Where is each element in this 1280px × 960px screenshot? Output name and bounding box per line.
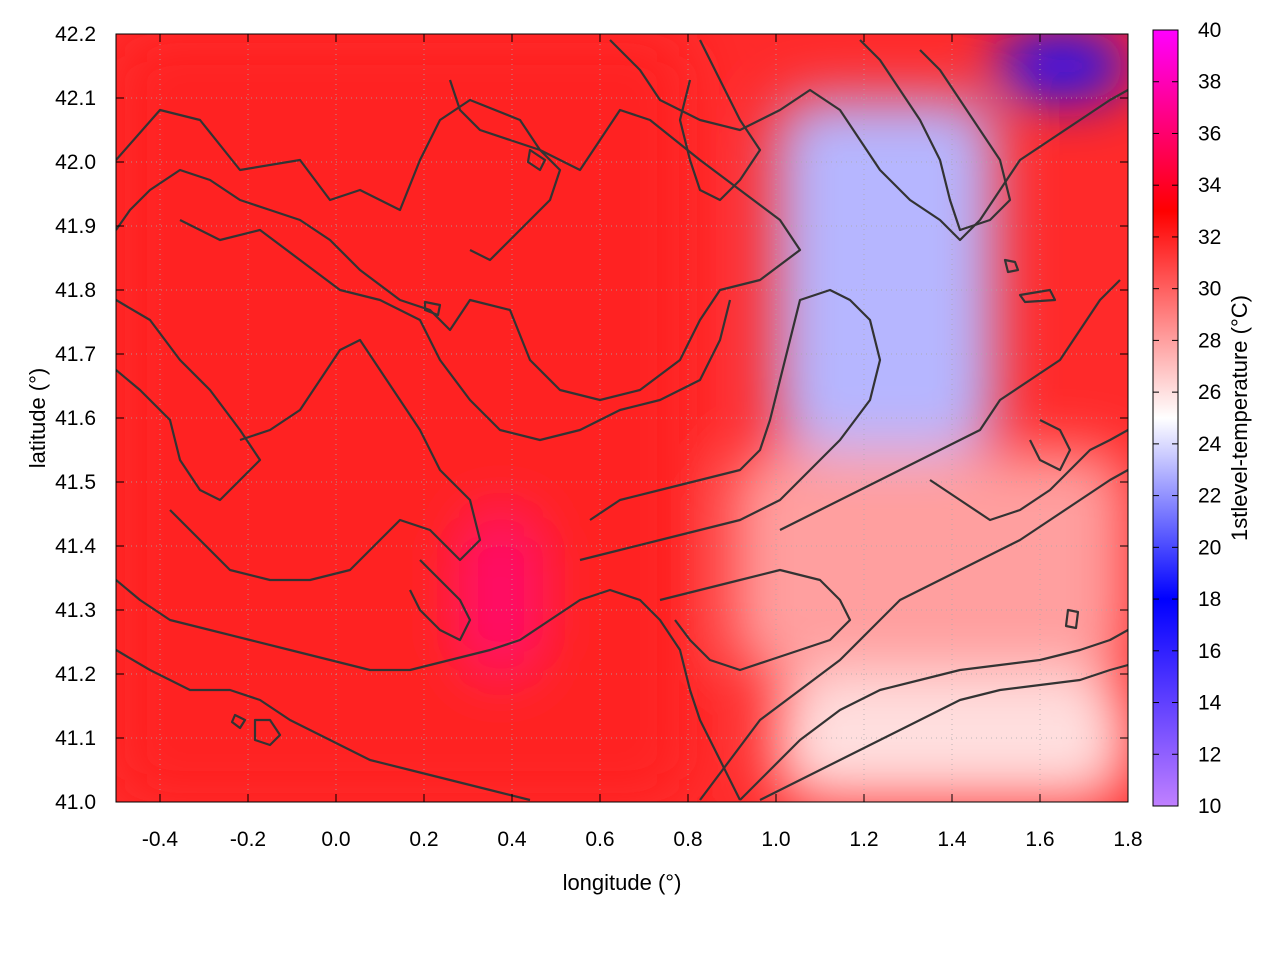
temperature-region xyxy=(996,34,1128,98)
y-tick-label: 41.2 xyxy=(55,663,96,686)
x-tick-label: 0.0 xyxy=(321,828,350,851)
y-tick-label: 41.1 xyxy=(55,727,96,750)
contour-line xyxy=(579,288,882,562)
y-tick-label: 42.2 xyxy=(55,23,96,46)
contour-line xyxy=(1003,258,1020,274)
y-tick-label: 41.7 xyxy=(55,343,96,366)
contour-line xyxy=(609,39,1128,242)
colorbar-tick-label: 36 xyxy=(1198,122,1221,145)
x-tick-label: 1.0 xyxy=(761,828,790,851)
plot-area xyxy=(116,34,1128,802)
contour-line xyxy=(423,300,442,317)
colorbar-tick-label: 22 xyxy=(1198,485,1221,508)
contour-line xyxy=(1029,419,1072,472)
contour-line xyxy=(169,338,482,582)
colorbar-tick-label: 16 xyxy=(1198,640,1221,663)
y-tick-label: 41.5 xyxy=(55,471,96,494)
temperature-region xyxy=(732,450,1128,674)
x-tick-label: 1.2 xyxy=(849,828,878,851)
x-tick-label: 1.8 xyxy=(1113,828,1142,851)
contour-line xyxy=(739,629,1128,801)
contour-line xyxy=(759,663,1128,801)
contour-line xyxy=(116,649,531,802)
colorbar-tick-label: 30 xyxy=(1198,278,1221,301)
colorbar-tick-label: 34 xyxy=(1198,174,1222,197)
contour-line xyxy=(448,79,562,262)
colorbar-frame xyxy=(1152,29,1179,807)
contour-line xyxy=(409,559,472,642)
contour-line xyxy=(929,429,1128,522)
elevation-contours xyxy=(116,39,1128,802)
contour-line xyxy=(678,39,762,202)
x-axis-tick-labels: -0.4 -0.2 0.0 0.2 0.4 0.6 0.8 1.0 1.2 1.4 1.6 1.8 xyxy=(142,828,1143,851)
contour-line xyxy=(659,568,852,672)
colorbar-ticks: 10 12 14 16 18 20 22 24 26 28 30 32 34 36 38 40 xyxy=(1153,19,1222,818)
y-tick-label: 41.8 xyxy=(55,279,96,302)
colorbar-tick-label: 38 xyxy=(1198,71,1221,94)
contour-line xyxy=(1018,288,1057,304)
colorbar-tick-label: 40 xyxy=(1198,19,1221,42)
contour-line xyxy=(253,718,282,747)
x-tick-label: 0.4 xyxy=(497,828,527,851)
colorbar-tick-label: 24 xyxy=(1198,433,1222,456)
y-tick-label: 41.6 xyxy=(55,407,96,430)
colorbar-tick-label: 12 xyxy=(1198,743,1221,766)
colorbar-title: 1stlevel-temperature (°C) xyxy=(1227,295,1252,541)
colorbar-fill xyxy=(1153,30,1178,806)
x-tick-label: 0.2 xyxy=(409,828,438,851)
colorbar-tick-label: 20 xyxy=(1198,536,1221,559)
y-axis-tick-labels: 41.0 41.1 41.2 41.3 41.4 41.5 41.6 41.7 41.8 41.9… xyxy=(55,23,96,814)
temperature-region xyxy=(776,98,996,450)
y-tick-label: 42.0 xyxy=(55,151,96,174)
x-tick-label: -0.2 xyxy=(230,828,266,851)
axis-ticks xyxy=(116,33,1129,803)
x-axis-title: longitude (°) xyxy=(563,870,682,895)
colorbar-tick-label: 28 xyxy=(1198,329,1221,352)
contour-line xyxy=(859,39,1012,232)
temperature-region xyxy=(468,514,534,674)
x-tick-label: 0.8 xyxy=(673,828,702,851)
contour-line xyxy=(116,299,262,502)
y-tick-label: 41.4 xyxy=(55,535,96,558)
colorbar: 10 12 14 16 18 20 22 24 26 28 30 32 34 36 38 40 1stleve… xyxy=(1152,19,1252,818)
y-tick-label: 41.3 xyxy=(55,599,96,622)
x-tick-label: 1.4 xyxy=(937,828,967,851)
contour-line xyxy=(526,148,547,172)
x-tick-label: -0.4 xyxy=(142,828,179,851)
colorbar-tick-label: 10 xyxy=(1198,795,1221,818)
y-tick-label: 41.9 xyxy=(55,215,96,238)
contour-line xyxy=(1064,608,1080,630)
y-axis-title: latitude (°) xyxy=(25,368,50,469)
y-tick-label: 41.0 xyxy=(55,791,96,814)
contour-line xyxy=(116,579,741,801)
y-tick-label: 42.1 xyxy=(55,87,96,110)
colorbar-tick-label: 26 xyxy=(1198,381,1221,404)
x-tick-label: 1.6 xyxy=(1025,828,1054,851)
colorbar-tick-label: 32 xyxy=(1198,226,1221,249)
x-tick-label: 0.6 xyxy=(585,828,614,851)
colorbar-tick-label: 14 xyxy=(1198,692,1222,715)
contour-line xyxy=(779,279,1121,531)
contour-line xyxy=(116,98,802,402)
contour-line xyxy=(699,469,1128,801)
contour-line xyxy=(179,219,732,442)
contour-line xyxy=(230,713,247,730)
colorbar-tick-label: 18 xyxy=(1198,588,1221,611)
